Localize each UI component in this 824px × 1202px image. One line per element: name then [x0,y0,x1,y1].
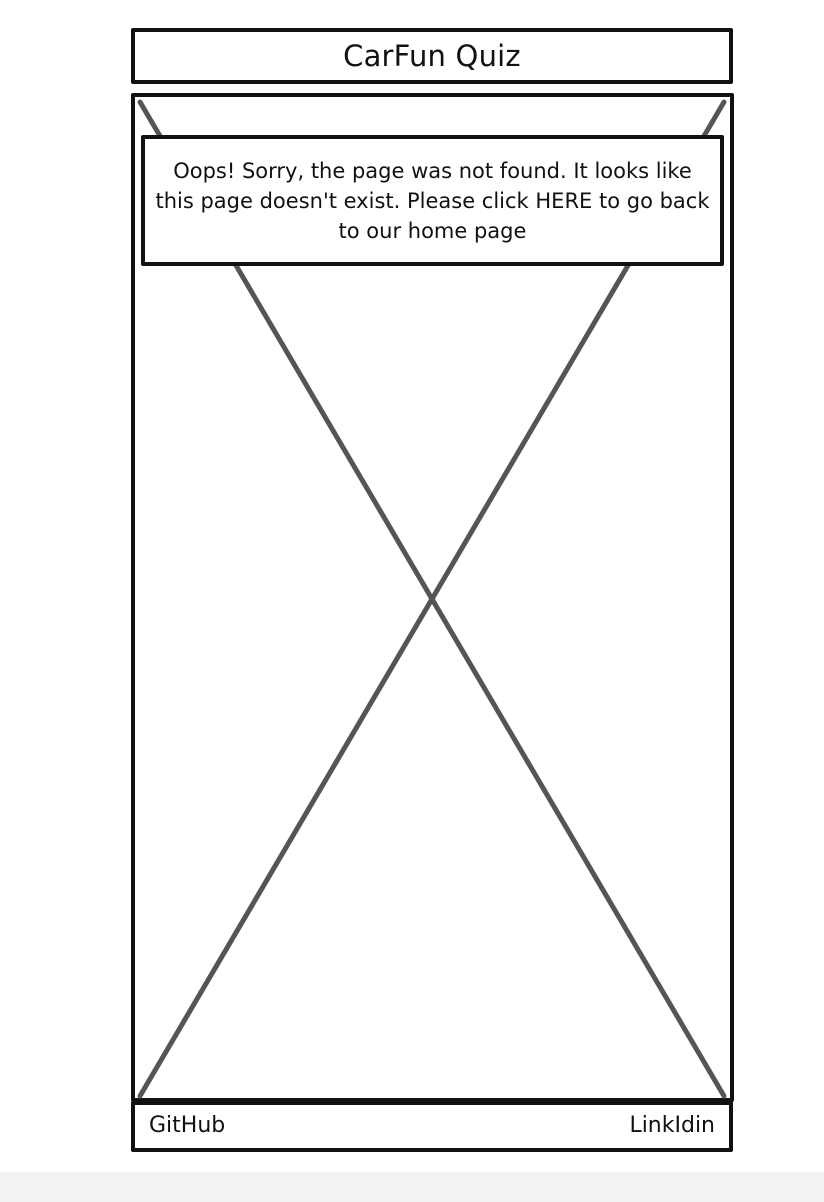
site-footer: GitHub LinkIdin [133,1103,731,1150]
notice-frame [141,135,724,266]
linkedin-link[interactable]: LinkIdin [629,1113,715,1138]
footer-frame [131,1101,733,1152]
back-home-link[interactable]: Oops! Sorry, the page was not found. It … [155,158,710,243]
site-title: CarFun Quiz [343,39,521,73]
page-bottom-strip [0,1172,824,1202]
site-header: CarFun Quiz [133,30,731,82]
not-found-notice: Oops! Sorry, the page was not found. It … [143,137,722,264]
image-placeholder-icon [137,99,727,1099]
header-frame [131,28,733,84]
main-frame [131,93,734,1102]
github-link[interactable]: GitHub [149,1113,226,1138]
